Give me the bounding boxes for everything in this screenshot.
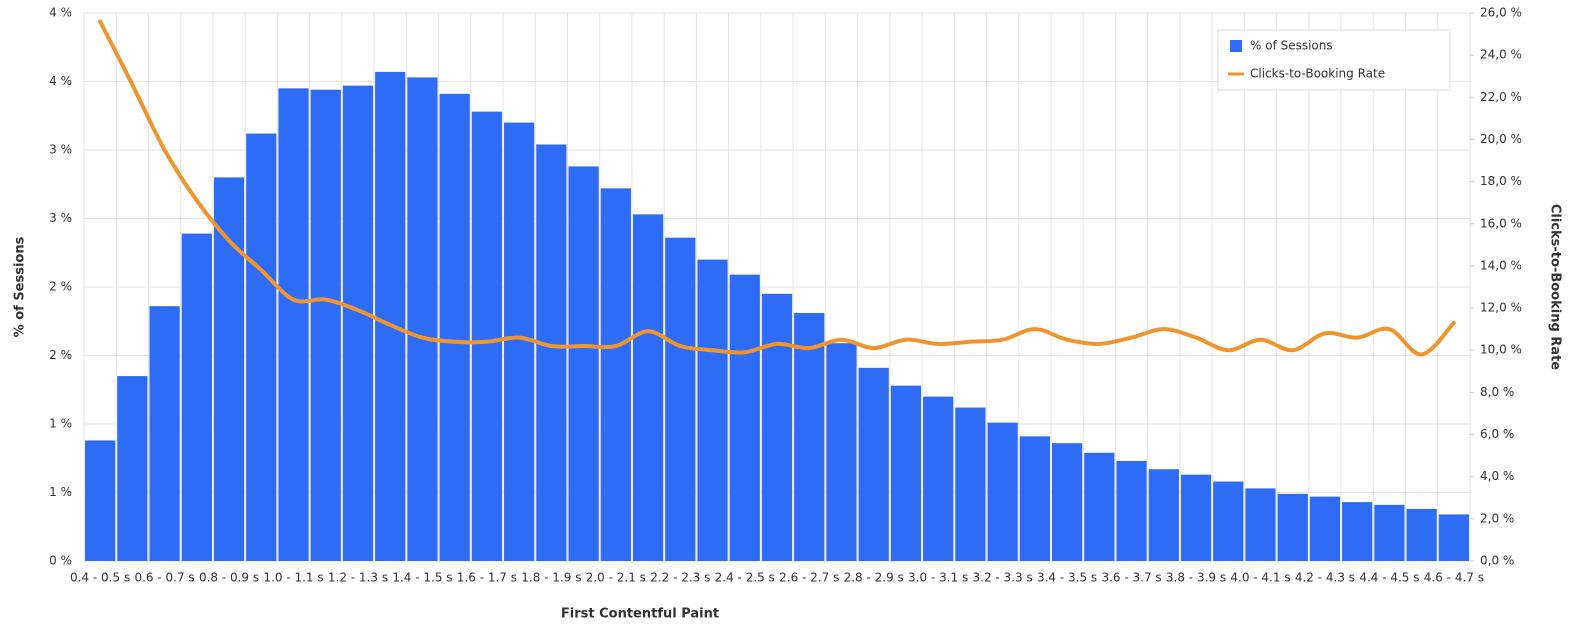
bar (1148, 469, 1179, 561)
x-tick-label: 1.2 - 1.3 s (328, 571, 388, 585)
bar (278, 88, 309, 561)
bar (826, 343, 857, 561)
x-tick-label: 2.8 - 2.9 s (844, 571, 904, 585)
y2-tick-label: 0,0 % (1480, 554, 1514, 568)
bar (342, 85, 374, 562)
bar (1406, 508, 1437, 561)
x-tick-label: 3.8 - 3.9 s (1166, 571, 1226, 585)
bar (890, 385, 922, 561)
bar (246, 133, 277, 561)
bar (1245, 488, 1276, 561)
bar (568, 166, 599, 561)
bar (471, 111, 503, 561)
x-tick-label: 1.0 - 1.1 s (263, 571, 323, 585)
x-tick-label: 1.8 - 1.9 s (521, 571, 581, 585)
bar (729, 274, 760, 561)
bar (987, 422, 1018, 561)
y2-tick-label: 10,0 % (1480, 343, 1522, 357)
x-tick-label: 2.6 - 2.7 s (779, 571, 839, 585)
line (98, 19, 1456, 357)
y2-tick-label: 18,0 % (1480, 174, 1522, 188)
bar (858, 367, 889, 561)
bar (1438, 514, 1469, 561)
bar (85, 440, 116, 561)
x-tick-label: 4.2 - 4.3 s (1295, 571, 1355, 585)
bar (794, 313, 825, 561)
x-tick-label: 0.6 - 0.7 s (134, 571, 194, 585)
x-tick-label: 2.2 - 2.3 s (650, 571, 710, 585)
y-tick-label: 2 % (49, 348, 72, 362)
y2-tick-label: 4,0 % (1480, 469, 1514, 483)
bar (761, 293, 793, 561)
y-tick-label: 3 % (49, 143, 72, 157)
y-axis-label: % of Sessions (13, 236, 28, 337)
y2-tick-label: 16,0 % (1480, 216, 1522, 230)
x-tick-label: 0.8 - 0.9 s (199, 571, 259, 585)
bar (1277, 493, 1308, 561)
bar (600, 188, 631, 562)
bar (923, 396, 954, 561)
y2-tick-label: 26,0 % (1480, 6, 1522, 20)
y2-tick-label: 2,0 % (1480, 511, 1514, 525)
x-tick-label: 4.4 - 4.5 s (1359, 571, 1419, 585)
legend-label: Clicks-to-Booking Rate (1250, 67, 1385, 81)
bar (1213, 481, 1244, 561)
y-tick-label: 3 % (49, 211, 72, 225)
bar (1374, 504, 1405, 561)
x-tick-label: 2.0 - 2.1 s (586, 571, 646, 585)
bar (181, 233, 212, 561)
bar (407, 77, 438, 561)
bar (1309, 496, 1341, 561)
bar (665, 237, 696, 561)
bar (1180, 474, 1212, 561)
y-tick-label: 2 % (49, 280, 72, 294)
legend-label: % of Sessions (1250, 39, 1333, 53)
y2-tick-label: 8,0 % (1480, 385, 1514, 399)
bar (149, 306, 180, 561)
y2-tick-label: 22,0 % (1480, 90, 1522, 104)
bar (1051, 443, 1083, 561)
x-tick-label: 0.4 - 0.5 s (70, 571, 130, 585)
bar (310, 89, 341, 561)
bar (439, 93, 470, 561)
y2-tick-label: 14,0 % (1480, 258, 1522, 272)
bar (213, 177, 245, 561)
y2-tick-label: 6,0 % (1480, 427, 1514, 441)
x-tick-label: 3.2 - 3.3 s (973, 571, 1033, 585)
bar (1019, 436, 1050, 561)
x-tick-label: 4.0 - 4.1 s (1230, 571, 1290, 585)
x-tick-label: 3.6 - 3.7 s (1101, 571, 1161, 585)
bar (1084, 452, 1115, 561)
x-axis-label: First Contentful Paint (561, 607, 719, 622)
bar (697, 259, 728, 561)
x-tick-label: 1.4 - 1.5 s (392, 571, 452, 585)
bar (117, 376, 148, 561)
bar (1342, 502, 1373, 561)
bar (632, 214, 664, 561)
x-tick-label: 1.6 - 1.7 s (457, 571, 517, 585)
legend-swatch (1230, 40, 1242, 52)
bar (375, 71, 406, 561)
bar (504, 122, 535, 561)
x-tick-label: 3.0 - 3.1 s (908, 571, 968, 585)
legend-box (1217, 29, 1451, 91)
x-tick-label: 2.4 - 2.5 s (715, 571, 775, 585)
y-tick-label: 0 % (49, 554, 72, 568)
y2-axis-label: Clicks-to-Booking Rate (1548, 204, 1563, 370)
bar (1116, 460, 1147, 561)
y2-tick-label: 24,0 % (1480, 48, 1522, 62)
y-tick-label: 1 % (49, 417, 72, 431)
y-tick-label: 1 % (49, 485, 72, 499)
y2-tick-label: 12,0 % (1480, 301, 1522, 315)
y-tick-label: 4 % (49, 74, 72, 88)
bar (536, 144, 567, 561)
bar (955, 407, 986, 561)
x-tick-label: 4.6 - 4.7 s (1424, 571, 1484, 585)
y-tick-label: 4 % (49, 6, 72, 20)
x-tick-label: 3.4 - 3.5 s (1037, 571, 1097, 585)
y2-tick-label: 20,0 % (1480, 132, 1522, 146)
